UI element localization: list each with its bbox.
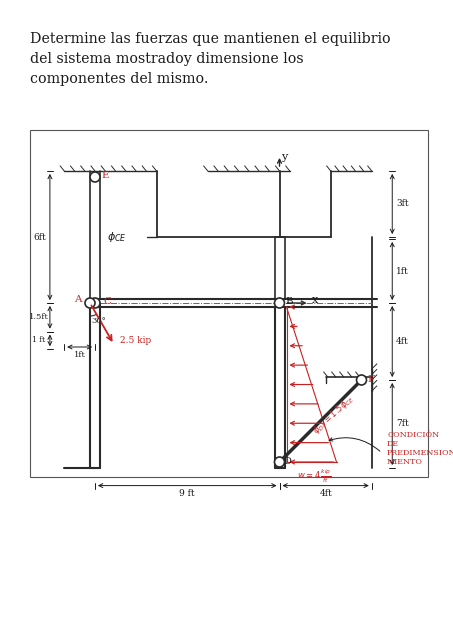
Text: $\phi_{CE}$: $\phi_{CE}$	[107, 230, 127, 244]
Text: PREDIMENSIONA-: PREDIMENSIONA-	[387, 449, 453, 457]
Text: 3ft: 3ft	[396, 200, 409, 209]
Text: 7ft: 7ft	[396, 419, 409, 429]
Text: MIENTO: MIENTO	[387, 458, 423, 466]
Text: Determine las fuerzas que mantienen el equilibrio
del sistema mostradoy dimensio: Determine las fuerzas que mantienen el e…	[30, 32, 390, 86]
Text: B: B	[286, 296, 293, 305]
Text: 9 ft: 9 ft	[179, 489, 195, 498]
Text: y: y	[281, 152, 288, 162]
Text: 6ft: 6ft	[34, 232, 46, 241]
Text: 1.5ft: 1.5ft	[29, 314, 49, 321]
Text: D: D	[284, 458, 291, 467]
Text: 1ft: 1ft	[396, 266, 409, 275]
Text: 4ft: 4ft	[396, 337, 409, 346]
Text: $w=4\,\frac{kip}{ft}$: $w=4\,\frac{kip}{ft}$	[297, 467, 332, 485]
Circle shape	[275, 457, 284, 467]
Text: A: A	[74, 296, 82, 305]
Circle shape	[90, 298, 100, 308]
Text: DE: DE	[387, 440, 399, 448]
Text: F: F	[368, 376, 375, 385]
Text: 30°: 30°	[92, 317, 106, 325]
Bar	[30, 130, 428, 477]
Circle shape	[90, 172, 100, 182]
Text: 1ft: 1ft	[74, 351, 86, 359]
Text: x: x	[311, 295, 318, 305]
Text: E: E	[101, 170, 109, 179]
Circle shape	[85, 298, 95, 308]
Text: 1 ft: 1 ft	[32, 337, 45, 344]
Circle shape	[357, 375, 366, 385]
Text: CONDICIÓN: CONDICIÓN	[387, 431, 439, 439]
Circle shape	[275, 298, 284, 308]
Text: C: C	[103, 296, 111, 305]
Text: $\phi_{DF}=1.5\phi_{CE}$: $\phi_{DF}=1.5\phi_{CE}$	[310, 391, 357, 436]
Text: 4ft: 4ft	[319, 489, 332, 498]
Text: 2.5 kip: 2.5 kip	[120, 336, 152, 345]
